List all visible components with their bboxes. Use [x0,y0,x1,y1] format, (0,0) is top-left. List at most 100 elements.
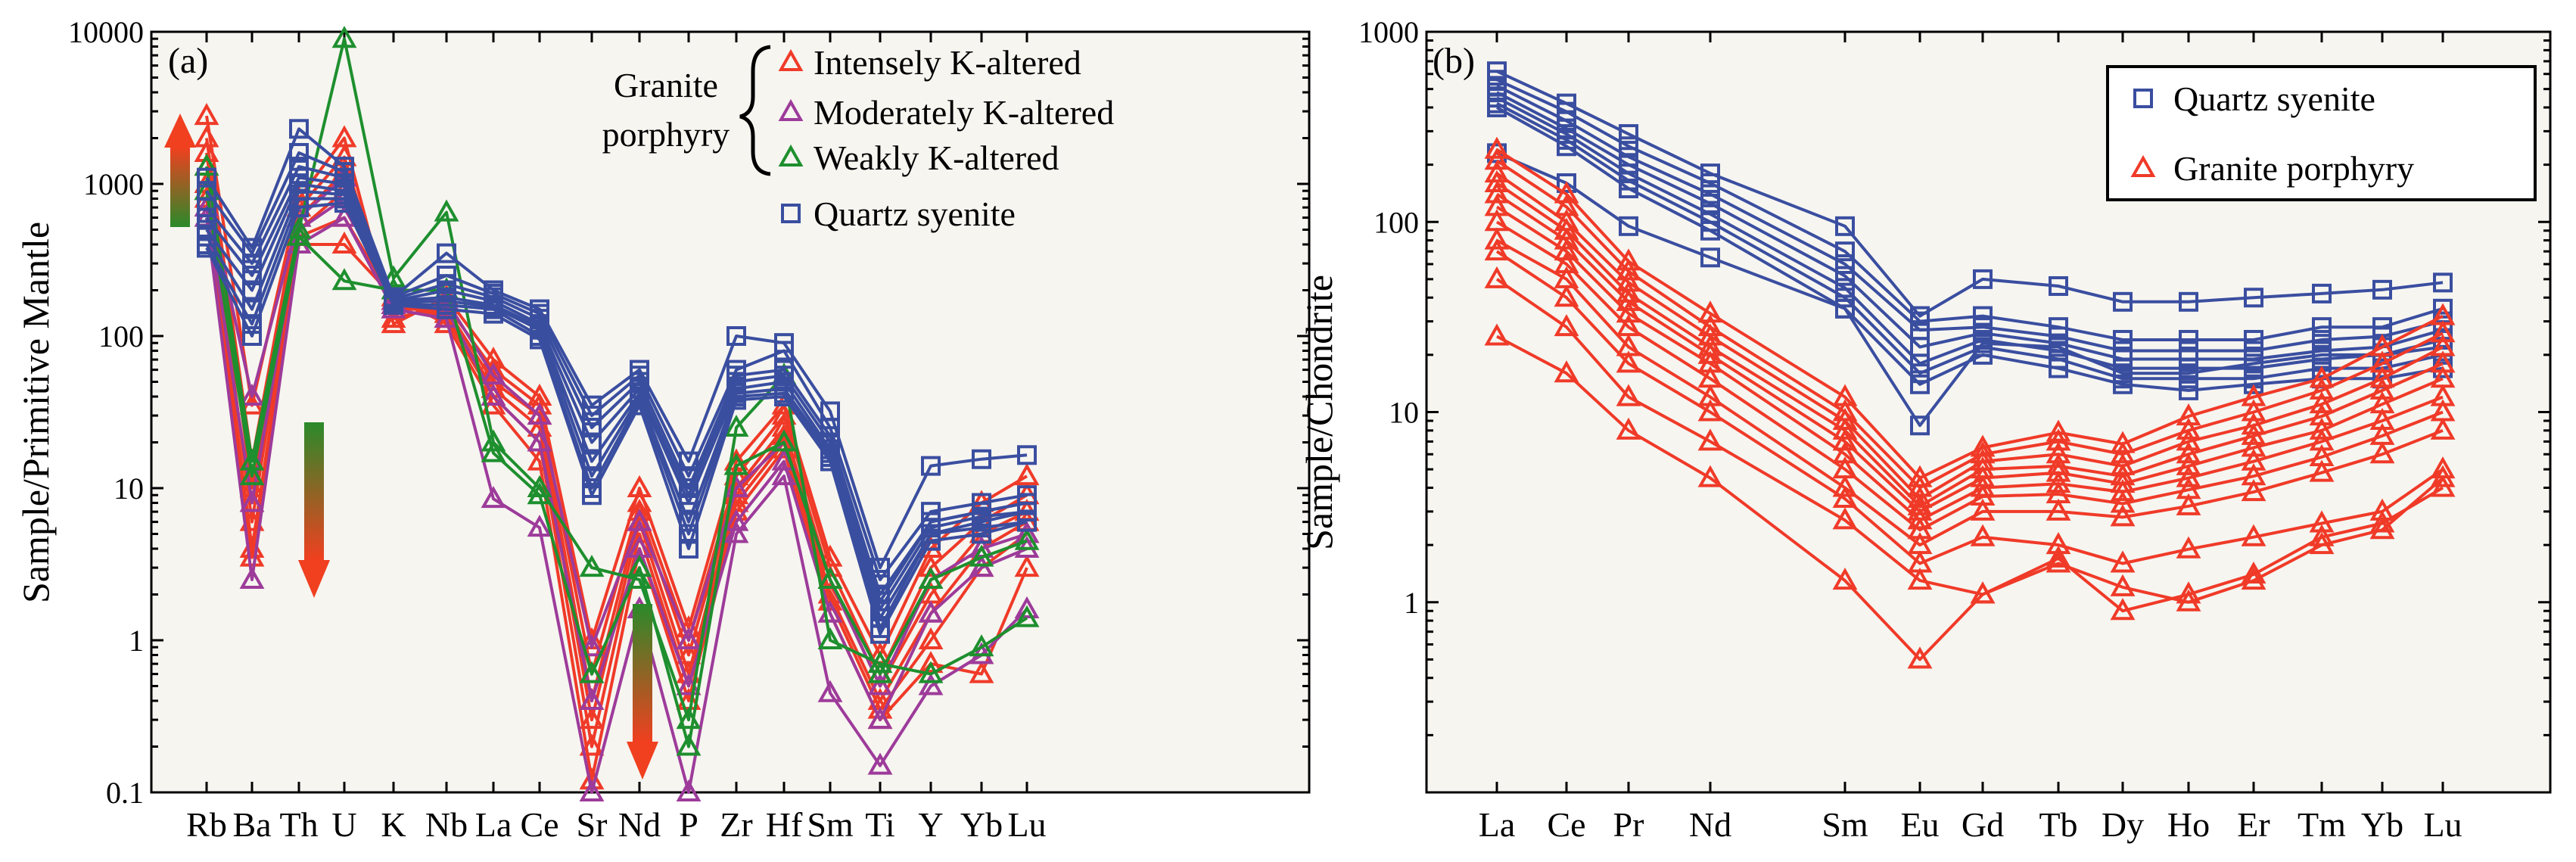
legend-a-group-label-1: Granite [614,66,718,104]
data-point [381,311,406,334]
legend-a-marker-3 [781,204,801,223]
data-point [2372,326,2392,347]
data-point [676,627,702,649]
data-point [1700,220,1720,241]
data-point [2176,536,2201,559]
data-point [2110,550,2136,573]
x-tick-label-zr: Zr [720,805,752,844]
data-point [1835,254,1855,274]
data-point [331,26,357,48]
data-point [1484,323,1510,346]
data-point [1014,527,1040,550]
data-point [1554,217,1579,240]
data-point [289,198,309,218]
x-tick-label-u: U [331,805,356,844]
legend-b-entries: Quartz syenite Granite porphyry [2130,79,2414,188]
data-point [972,524,991,544]
data-point [771,429,797,452]
series-line [1496,91,2444,361]
data-point [969,634,994,657]
panel-a-label: (a) [168,41,208,81]
data-point [1484,136,1510,159]
data-point [1832,475,1858,497]
data-point [679,524,698,544]
series-line [1495,278,2444,604]
x-tick-label-gd: Gd [1962,805,2004,844]
data-point [2176,453,2201,475]
data-point [817,627,843,649]
data-point [2049,358,2068,378]
legend-a-label-1: Moderately K-altered [814,93,1114,132]
data-point [630,395,649,415]
legend-a-label-0: Intensely K-altered [814,43,1081,82]
y-axis-label-a: Sample/Primitive Mantle [14,222,57,603]
x-tick-label-eu: Eu [1900,805,1939,844]
series-line [1496,101,2444,381]
data-point [2179,329,2198,350]
data-point [579,661,605,683]
data-point [1832,485,1858,509]
x-tick-label-sm: Sm [1822,805,1868,844]
data-point [676,779,702,801]
legend-b-marker-0 [2133,89,2153,108]
data-point [239,383,265,406]
data-point [2369,377,2395,400]
data-point [918,600,944,623]
x-tick-label-p: P [679,805,698,844]
data-point [2430,465,2456,487]
data-point [2113,374,2133,394]
legend-a-label-3: Quartz syenite [814,194,1016,233]
data-point [723,509,749,531]
x-tick-label-ce: Ce [1547,805,1585,844]
series-quartz [1487,97,2453,400]
data-point [1835,266,1855,286]
data-point [870,624,890,644]
data-point [2241,434,2266,457]
data-point [2176,493,2201,515]
data-point [1014,555,1040,577]
data-point [484,303,503,324]
data-point [1557,136,1576,157]
data-point [239,490,265,512]
data-point [1970,581,1996,604]
series-line [1495,250,2444,565]
data-point [2433,272,2453,293]
data-point [2312,283,2332,303]
x-tick-label-ce: Ce [520,805,558,844]
data-point [867,661,893,683]
data-point [579,687,605,710]
y-tick-label: 100 [98,319,144,353]
legend-b-label-0: Quartz syenite [2173,79,2375,118]
series-line [1495,205,2444,522]
data-point [2244,329,2263,350]
data-point [1484,160,1510,183]
data-point [579,634,605,657]
series-line [1495,220,2444,532]
x-tick-label-nd: Nd [618,805,661,844]
data-point [331,268,357,291]
series-porphyry [1484,323,2456,669]
series-line [1496,335,2444,661]
data-point [1619,124,1638,145]
data-point [867,752,893,775]
data-point [918,673,944,696]
data-point [197,167,216,188]
data-point [1973,269,1993,289]
data-point [1907,465,1933,487]
data-point [1832,407,1858,430]
series-line [1495,148,2444,480]
x-tick-label-k: K [381,805,406,844]
y-ticks-a: 0.1 1 10 100 1000 10000 [68,15,1309,810]
series-quartz [197,193,1037,644]
x-tick-label-ti: Ti [865,805,894,844]
data-point [1616,288,1641,311]
data-point [2110,574,2136,596]
data-point [242,266,262,286]
data-point [2110,431,2136,453]
data-point [918,661,944,683]
data-point [2430,417,2456,440]
data-point [771,463,797,486]
y-ticks-b: 1 10 100 1000 [1358,15,2550,794]
legend-b-marker-1 [2130,154,2156,177]
